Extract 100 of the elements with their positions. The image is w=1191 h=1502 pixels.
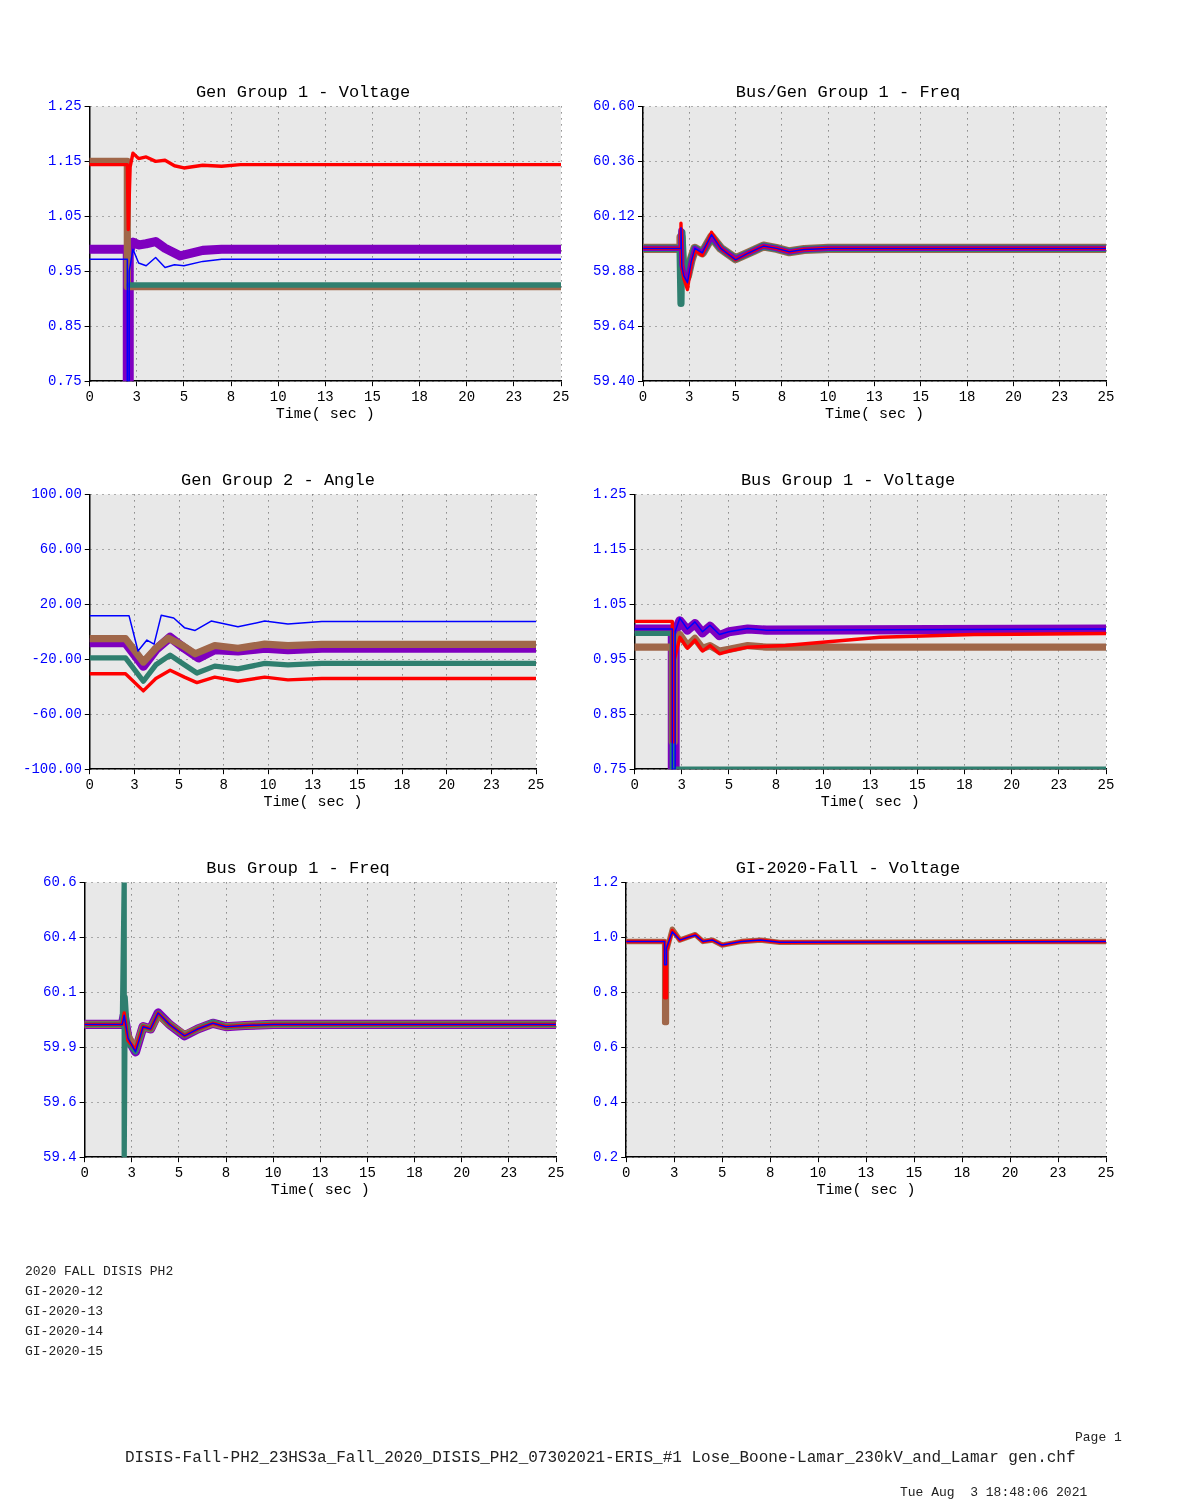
- x-tick-label: 20: [453, 1165, 471, 1182]
- x-tick-label: 0: [630, 777, 639, 794]
- x-tick-label: 13: [866, 389, 883, 406]
- chart-title: Gen Group 2 - Angle: [181, 470, 375, 490]
- y-tick-label: -100.00: [23, 760, 82, 777]
- text: 2020 FALL DISIS PH2: [25, 1264, 174, 1279]
- x-tick-label: 10: [809, 1165, 827, 1182]
- y-tick-label: 1.15: [593, 541, 627, 558]
- y-tick-label: 0.6: [592, 1038, 619, 1055]
- x-tick-label: 10: [264, 1165, 282, 1182]
- y-tick-label: 60.6: [43, 874, 77, 891]
- chart-title: Bus Group 1 - Freq: [206, 858, 390, 878]
- x-tick-label: 8: [226, 389, 236, 406]
- y-tick-label: -60.00: [31, 705, 82, 722]
- x-tick-label: 15: [349, 777, 366, 794]
- x-axis-title: Time( sec ): [275, 405, 375, 423]
- x-tick-label: 13: [857, 1165, 875, 1182]
- x-tick-label: 5: [174, 1165, 184, 1182]
- x-tick-label: 13: [304, 777, 322, 794]
- y-tick-label: 0.4: [592, 1093, 619, 1110]
- x-tick-label: 8: [221, 1165, 231, 1182]
- x-tick-label: 18: [956, 777, 973, 794]
- x-tick-label: 15: [359, 1165, 376, 1182]
- y-tick-label: 0.2: [592, 1148, 619, 1165]
- y-tick-label: 20.00: [39, 596, 82, 613]
- x-tick-label: 10: [819, 389, 837, 406]
- x-tick-label: 25: [1097, 389, 1115, 406]
- x-tick-label: 18: [958, 389, 976, 406]
- x-tick-label: 0: [85, 389, 94, 406]
- x-tick-label: 8: [219, 777, 228, 794]
- y-tick-label: 0.85: [48, 317, 82, 334]
- y-tick-label: 59.6: [43, 1093, 77, 1110]
- x-tick-label: 3: [669, 1165, 679, 1182]
- y-tick-label: 60.36: [592, 153, 636, 170]
- chart-title: GI-2020-Fall - Voltage: [735, 858, 961, 878]
- y-tick-label: 0.95: [48, 262, 82, 279]
- y-tick-label: 100.00: [31, 486, 82, 503]
- x-tick-label: 13: [311, 1165, 329, 1182]
- y-tick-label: 59.40: [592, 372, 636, 389]
- y-tick-label: 60.12: [592, 208, 636, 225]
- text: GI-2020-14: [25, 1324, 104, 1339]
- x-tick-label: 8: [777, 389, 787, 406]
- x-tick-label: 0: [622, 1165, 631, 1182]
- y-tick-label: 1.2: [592, 874, 619, 891]
- x-tick-label: 8: [765, 1165, 775, 1182]
- y-tick-label: 1.25: [593, 486, 627, 503]
- y-tick-label: 0.8: [592, 984, 619, 1001]
- x-tick-label: 10: [814, 777, 832, 794]
- x-tick-label: 23: [505, 389, 523, 406]
- y-tick-label: 0.85: [593, 705, 627, 722]
- x-axis-title: Time( sec ): [270, 1181, 370, 1199]
- x-tick-label: 3: [677, 777, 686, 794]
- x-tick-label: 25: [1097, 777, 1115, 794]
- x-tick-label: 18: [953, 1165, 971, 1182]
- x-tick-label: 15: [905, 1165, 923, 1182]
- x-tick-label: 20: [458, 389, 476, 406]
- x-axis-title: Time( sec ): [824, 405, 925, 423]
- x-axis-title: Time( sec ): [816, 1181, 916, 1199]
- x-tick-label: 5: [179, 389, 189, 406]
- text: GI-2020-12: [25, 1284, 104, 1299]
- y-tick-label: 60.4: [43, 929, 77, 946]
- y-tick-label: 59.64: [592, 317, 636, 334]
- y-tick-label: 0.75: [593, 760, 627, 777]
- y-tick-label: 59.4: [43, 1148, 77, 1165]
- y-tick-label: 60.00: [39, 541, 82, 558]
- x-tick-label: 23: [1049, 1165, 1067, 1182]
- x-tick-label: 25: [1097, 1165, 1115, 1182]
- text: DISIS-Fall-PH2_23HS3a_Fall_2020_DISIS_PH2_07302021-ERIS_#1 Lose_Boone-Lamar_230kV_and_Lamar gen.chf: [125, 1449, 1076, 1467]
- y-tick-label: 59.88: [592, 262, 636, 279]
- x-tick-label: 5: [724, 777, 734, 794]
- y-tick-label: 60.60: [592, 98, 636, 115]
- y-tick-label: 1.0: [592, 929, 619, 946]
- x-tick-label: 23: [482, 777, 500, 794]
- y-tick-label: 1.15: [48, 153, 82, 170]
- y-tick-label: 60.1: [43, 984, 77, 1001]
- x-tick-label: 8: [771, 777, 781, 794]
- y-tick-label: -20.00: [31, 650, 82, 667]
- x-tick-label: 15: [909, 777, 926, 794]
- x-tick-label: 25: [547, 1165, 565, 1182]
- x-tick-label: 0: [80, 1165, 89, 1182]
- x-tick-label: 15: [364, 389, 381, 406]
- y-tick-label: 1.05: [48, 208, 82, 225]
- x-tick-label: 3: [127, 1165, 136, 1182]
- x-tick-label: 18: [411, 389, 428, 406]
- text: GI-2020-15: [25, 1344, 104, 1359]
- x-tick-label: 23: [1050, 777, 1068, 794]
- y-tick-label: 1.05: [593, 596, 627, 613]
- x-tick-label: 18: [393, 777, 411, 794]
- y-tick-label: 0.75: [48, 372, 82, 389]
- chart-title: Bus Group 1 - Voltage: [740, 470, 956, 490]
- x-tick-label: 3: [130, 777, 139, 794]
- x-tick-label: 3: [685, 389, 694, 406]
- x-tick-label: 13: [861, 777, 879, 794]
- x-axis-title: Time( sec ): [263, 793, 363, 811]
- x-tick-label: 5: [717, 1165, 727, 1182]
- x-tick-label: 20: [438, 777, 456, 794]
- x-tick-label: 18: [406, 1165, 423, 1182]
- chart-title: Gen Group 1 - Voltage: [195, 82, 411, 102]
- x-tick-label: 23: [1051, 389, 1069, 406]
- x-tick-label: 23: [500, 1165, 518, 1182]
